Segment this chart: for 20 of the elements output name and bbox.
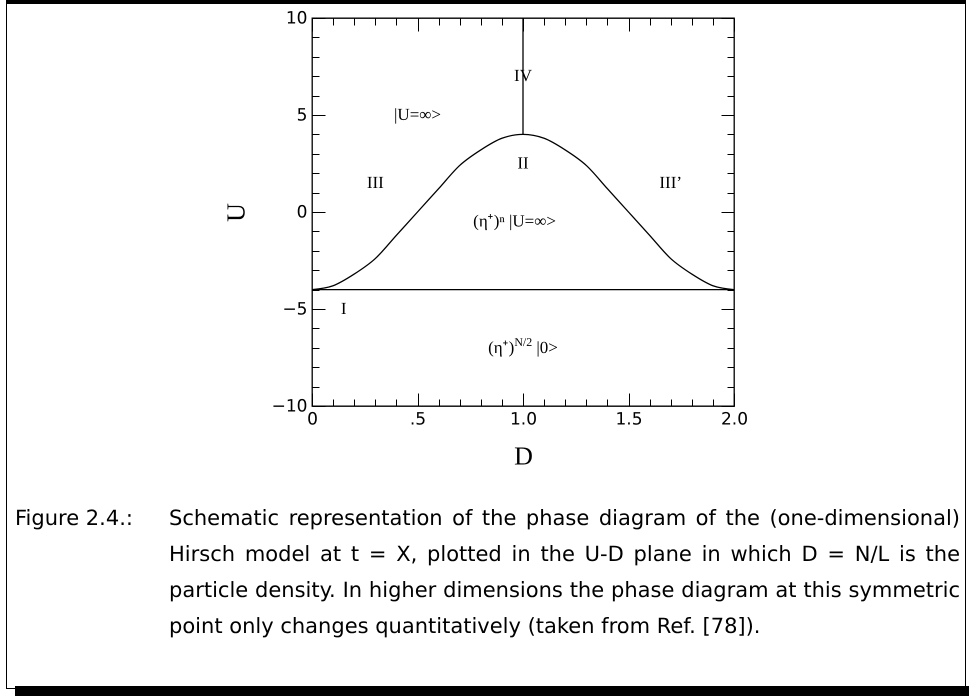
text: Schematic representation of the phase diagram of the (one-dimensional) Hirsch model at t = X, plotted in the U-D plane in which D = N/L is the particle density. In higher dimensions the phase diagram at this symmetric point only changes quantitatively (taken from Ref. [78]).: [169, 505, 960, 640]
annotation: (η⁺)ⁿ |U=∞>: [473, 212, 556, 231]
annotation: |U=∞>: [394, 105, 441, 124]
y-tick-label: 10: [286, 8, 308, 28]
y-tick-label: 5: [296, 106, 308, 126]
x-axis-title: D: [514, 442, 533, 470]
x-tick-label: 1.0: [510, 410, 538, 430]
y-tick-label: −10: [272, 396, 308, 416]
annotation: I: [340, 299, 347, 318]
annotation: III: [366, 172, 384, 192]
annotation: II: [517, 154, 529, 172]
y-tick-label: −5: [282, 300, 308, 320]
x-tick-label: 1.5: [615, 410, 643, 430]
y-tick-label: 0: [296, 202, 308, 222]
caption: Figure 2.4.:: [15, 505, 134, 532]
x-tick-label: 2.0: [720, 410, 748, 430]
annotation: (η⁺)$^{N/2}$ |0>: [488, 334, 558, 357]
x-tick-label: .5: [410, 410, 426, 430]
annotation: III’: [659, 172, 682, 192]
y-axis-title: U: [222, 202, 251, 222]
